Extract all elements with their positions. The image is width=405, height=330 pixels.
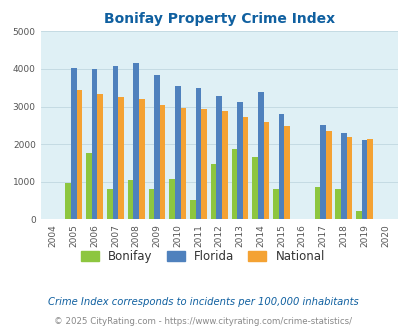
Bar [231,149,237,219]
Bar [263,122,269,219]
Text: © 2025 CityRating.com - https://www.cityrating.com/crime-statistics/: © 2025 CityRating.com - https://www.city… [54,317,351,326]
Bar [325,131,331,219]
Bar [180,108,185,219]
Bar [201,109,207,219]
Title: Bonifay Property Crime Index: Bonifay Property Crime Index [103,12,334,26]
Bar [175,85,180,219]
Bar [112,66,118,219]
Bar [273,189,278,219]
Bar [278,114,284,219]
Bar [216,96,222,219]
Bar [107,189,112,219]
Bar [355,211,361,219]
Bar [361,140,367,219]
Bar [242,117,248,219]
Bar [284,126,289,219]
Bar [92,69,97,219]
Bar [86,153,92,219]
Text: Crime Index corresponds to incidents per 100,000 inhabitants: Crime Index corresponds to incidents per… [47,297,358,307]
Bar [252,157,257,219]
Bar [154,75,159,219]
Bar [159,105,165,219]
Bar [340,133,346,219]
Bar [169,179,175,219]
Bar [367,139,372,219]
Bar [190,200,195,219]
Bar [210,164,216,219]
Bar [346,137,352,219]
Bar [335,189,340,219]
Bar [118,97,124,219]
Bar [257,91,263,219]
Bar [77,90,82,219]
Bar [128,180,133,219]
Bar [71,68,77,219]
Bar [222,112,227,219]
Bar [195,88,201,219]
Bar [314,187,320,219]
Bar [148,189,154,219]
Bar [65,183,71,219]
Bar [97,94,103,219]
Legend: Bonifay, Florida, National: Bonifay, Florida, National [76,246,329,268]
Bar [139,99,144,219]
Bar [237,102,242,219]
Bar [133,63,139,219]
Bar [320,125,325,219]
